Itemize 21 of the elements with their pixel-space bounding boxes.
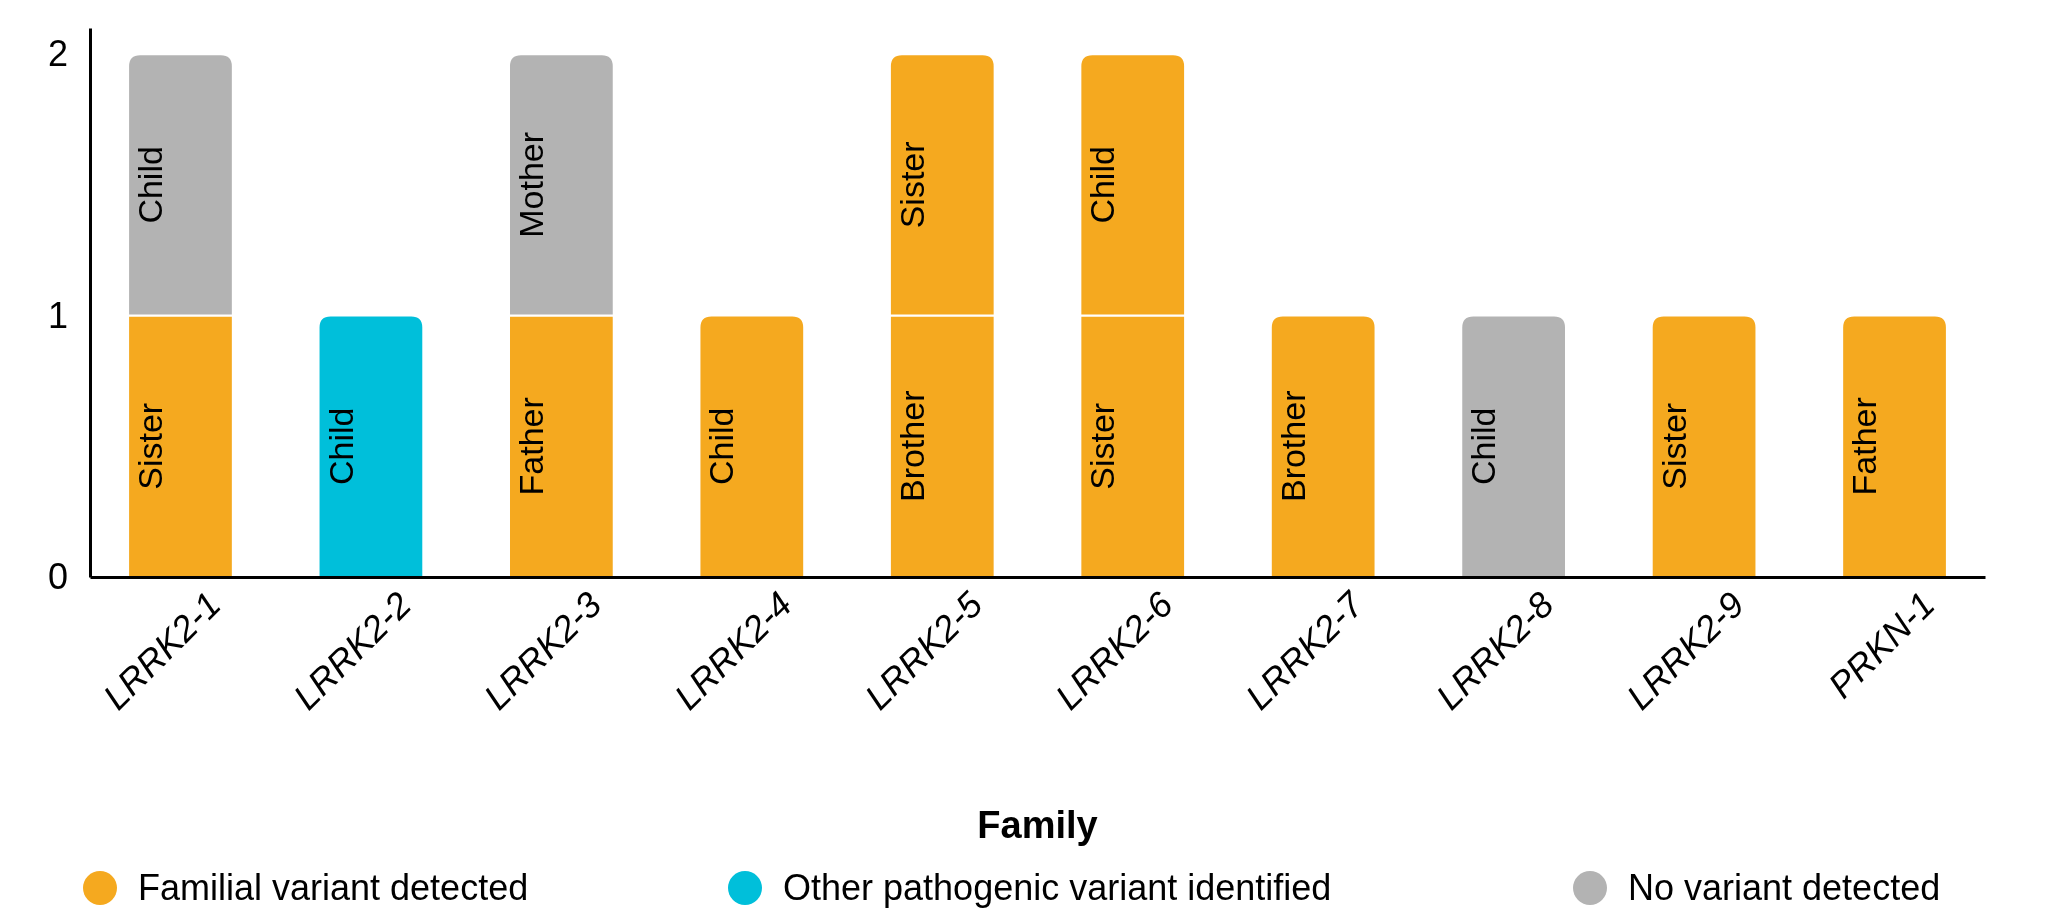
data-label: Mother [511,131,550,238]
data-label: Sister [1654,402,1693,490]
data-label: Child [702,407,741,486]
data-label: Father [1845,397,1884,496]
legend-label: Other pathogenic variant identified [783,867,1332,908]
data-label: Sister [1083,402,1122,490]
data-label: Brother [1273,390,1312,503]
y-tick-label: 2 [47,33,68,75]
y-tick-label: 1 [47,294,68,336]
data-label: Sister [131,402,170,490]
data-label: Father [511,397,550,496]
legend-label: No variant detected [1628,867,1941,908]
data-label: Brother [892,390,931,503]
y-tick-label: 0 [47,556,68,598]
data-label: Sister [892,141,931,229]
data-label: Child [1083,146,1122,224]
legend-label: Familial variant detected [138,867,529,908]
data-label: Child [321,407,360,486]
data-label: Child [1464,407,1503,486]
x-axis-title: Family [977,804,1098,846]
data-label: Child [131,146,170,224]
